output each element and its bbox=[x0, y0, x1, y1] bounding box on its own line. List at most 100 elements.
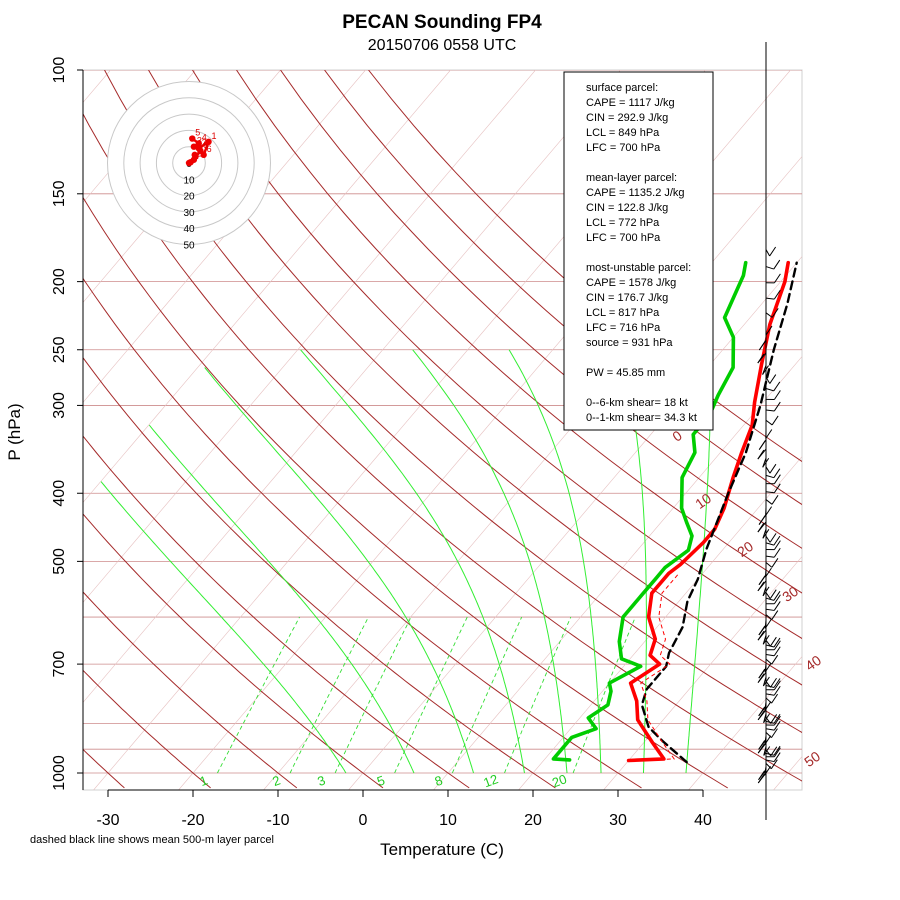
mu-parcel-header: most-unstable parcel: bbox=[586, 262, 691, 274]
mu-lfc: LFC = 716 hPa bbox=[586, 322, 661, 334]
wind-barb-feather bbox=[757, 581, 765, 592]
wind-barb bbox=[765, 762, 772, 770]
x-tick-label: 30 bbox=[609, 812, 627, 829]
wind-barb-feather bbox=[765, 506, 773, 516]
wind-barb bbox=[765, 614, 773, 620]
wind-barb bbox=[765, 555, 775, 558]
wind-barb-feather bbox=[762, 365, 769, 375]
hodograph-ring bbox=[123, 97, 255, 229]
wind-barb-feather bbox=[758, 740, 766, 750]
y-tick-label: 250 bbox=[51, 336, 68, 363]
dry-adiabat-line bbox=[83, 669, 211, 789]
wind-barb bbox=[765, 749, 772, 757]
wind-barb bbox=[765, 266, 774, 270]
isotherm-line bbox=[603, 556, 802, 790]
hodograph: 01020304050012345612345 bbox=[107, 81, 271, 252]
hodograph-point bbox=[200, 151, 207, 159]
wind-barb-feather bbox=[773, 547, 781, 558]
wind-barb bbox=[763, 746, 767, 756]
dry-adiabat-line bbox=[83, 112, 802, 782]
y-axis-label: P (hPa) bbox=[5, 403, 24, 460]
sounding-traces bbox=[551, 260, 798, 764]
hodograph-ring bbox=[172, 146, 206, 180]
wind-barb bbox=[765, 597, 775, 601]
moist-adiabat-line bbox=[508, 349, 602, 773]
wind-barb bbox=[765, 466, 771, 474]
hodograph-ring bbox=[155, 129, 223, 197]
wind-barb bbox=[765, 535, 771, 543]
mu-source: source = 931 hPa bbox=[586, 337, 673, 349]
wind-barb-feather bbox=[773, 747, 781, 758]
wind-barb-feather bbox=[762, 634, 770, 645]
wind-barb-feather bbox=[769, 374, 777, 384]
wind-barb-feather bbox=[773, 752, 781, 762]
wind-barb-feather bbox=[773, 715, 781, 726]
virtual-temperature-trace bbox=[638, 573, 680, 761]
hodograph-ring-label: 30 bbox=[183, 208, 195, 219]
wind-barb-feather bbox=[771, 495, 779, 505]
isotherm-line bbox=[688, 656, 802, 790]
wind-barb-feather bbox=[769, 589, 777, 599]
wind-barb-feather bbox=[771, 415, 779, 426]
wind-barb bbox=[765, 644, 775, 648]
wind-barb bbox=[765, 249, 771, 257]
y-tick-label: 1000 bbox=[51, 755, 68, 791]
hodograph-point-label: 6 bbox=[207, 144, 212, 154]
wind-barb bbox=[765, 720, 775, 724]
dry-adiabat-line bbox=[83, 356, 556, 789]
wind-barb-feather bbox=[771, 654, 779, 665]
wind-barb-feather bbox=[773, 594, 781, 605]
dry-adiabat-line bbox=[192, 70, 802, 640]
wind-barbs bbox=[757, 246, 781, 784]
wind-barb-feather bbox=[771, 610, 779, 620]
wind-barb-feather bbox=[769, 246, 777, 257]
moist-adiabat-line bbox=[300, 349, 525, 774]
dry-adiabat-label: 30 bbox=[779, 583, 801, 605]
y-tick-label: 500 bbox=[51, 548, 68, 575]
dry-adiabat-line bbox=[148, 70, 802, 686]
wind-barb bbox=[765, 376, 771, 384]
wind-barb bbox=[765, 499, 773, 505]
mu-cin: CIN = 176.7 J/kg bbox=[586, 292, 668, 304]
wind-barb-feather bbox=[773, 680, 781, 691]
wind-barb bbox=[765, 685, 775, 689]
isotherm-line bbox=[83, 70, 196, 203]
dry-adiabat-line bbox=[83, 277, 642, 789]
wind-barb-feather bbox=[773, 468, 781, 478]
hodograph-point-label: 1 bbox=[212, 131, 217, 141]
shear-0-1km: 0--1-km shear= 34.3 kt bbox=[586, 412, 697, 424]
wind-barb bbox=[765, 312, 773, 318]
dry-adiabat-line bbox=[280, 70, 802, 549]
hodograph-point-label: 4 bbox=[202, 132, 207, 142]
hodograph-ring bbox=[139, 113, 239, 213]
y-tick-label: 100 bbox=[51, 57, 68, 84]
hodograph-ring-label: 10 bbox=[183, 175, 195, 186]
wind-barb bbox=[765, 728, 775, 731]
shear-0-6km: 0--6-km shear= 18 kt bbox=[586, 397, 688, 409]
mixing-ratio-label: 20 bbox=[550, 771, 569, 790]
mixing-ratio-label: 3 bbox=[315, 772, 327, 789]
isotherm-line bbox=[83, 70, 536, 603]
isotherm-line bbox=[83, 70, 451, 503]
dry-adiabat-line bbox=[83, 196, 728, 789]
hodograph-ring-label: 20 bbox=[183, 192, 195, 203]
hodograph-point bbox=[192, 153, 199, 160]
wind-barb-feather bbox=[764, 662, 772, 673]
wind-barb-feather bbox=[758, 340, 766, 351]
wind-barb bbox=[765, 542, 775, 546]
wind-barb bbox=[764, 663, 767, 673]
mixing-ratio-line bbox=[217, 616, 300, 774]
wind-barb-feather bbox=[770, 759, 778, 769]
mu-cape: CAPE = 1578 J/kg bbox=[586, 277, 676, 289]
wind-barb-feather bbox=[757, 773, 765, 784]
y-tick-label: 150 bbox=[51, 180, 68, 207]
wind-barb bbox=[765, 491, 775, 494]
mixing-ratio-label: 8 bbox=[433, 772, 445, 789]
wind-barb-feather bbox=[773, 678, 781, 688]
y-axis-ticks: 100 150 200 250 300 400 500 700 1000 bbox=[51, 57, 83, 791]
mean-cin: CIN = 122.8 J/kg bbox=[586, 202, 668, 214]
dry-adiabat-label: 50 bbox=[801, 748, 823, 770]
wind-barb-feather bbox=[773, 483, 781, 494]
wind-barb-feather bbox=[773, 720, 781, 731]
